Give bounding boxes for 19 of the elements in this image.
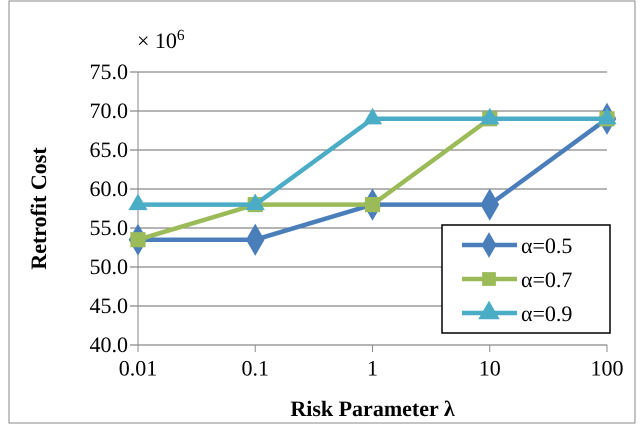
y-tick-label: 65.0 (90, 137, 128, 162)
y-tick-label: 40.0 (90, 332, 128, 358)
x-tick-label: 100 (590, 356, 624, 381)
y-tick-label: 45.0 (90, 293, 128, 318)
y-axis-title: Retrofit Cost (26, 146, 51, 270)
y-tick-label: 75.0 (90, 59, 128, 84)
text: × 10$^{6}$ (137, 26, 185, 53)
x-tick-label: 0.1 (242, 356, 269, 381)
y-tick-label: 70.0 (90, 98, 128, 124)
y-tick-label: 55.0 (90, 215, 128, 240)
y-tick-label: 50.0 (90, 254, 128, 280)
legend-label: α=0.9 (521, 301, 572, 326)
x-tick-label: 10 (478, 356, 501, 381)
y-tick-label: 60.0 (90, 176, 128, 202)
legend-label: α=0.5 (521, 233, 572, 258)
legend-label: α=0.7 (521, 267, 572, 292)
x-tick-label: 0.01 (118, 356, 158, 381)
x-axis-title: Risk Parameter λ (290, 396, 455, 421)
x-tick-label: 1 (367, 356, 378, 381)
